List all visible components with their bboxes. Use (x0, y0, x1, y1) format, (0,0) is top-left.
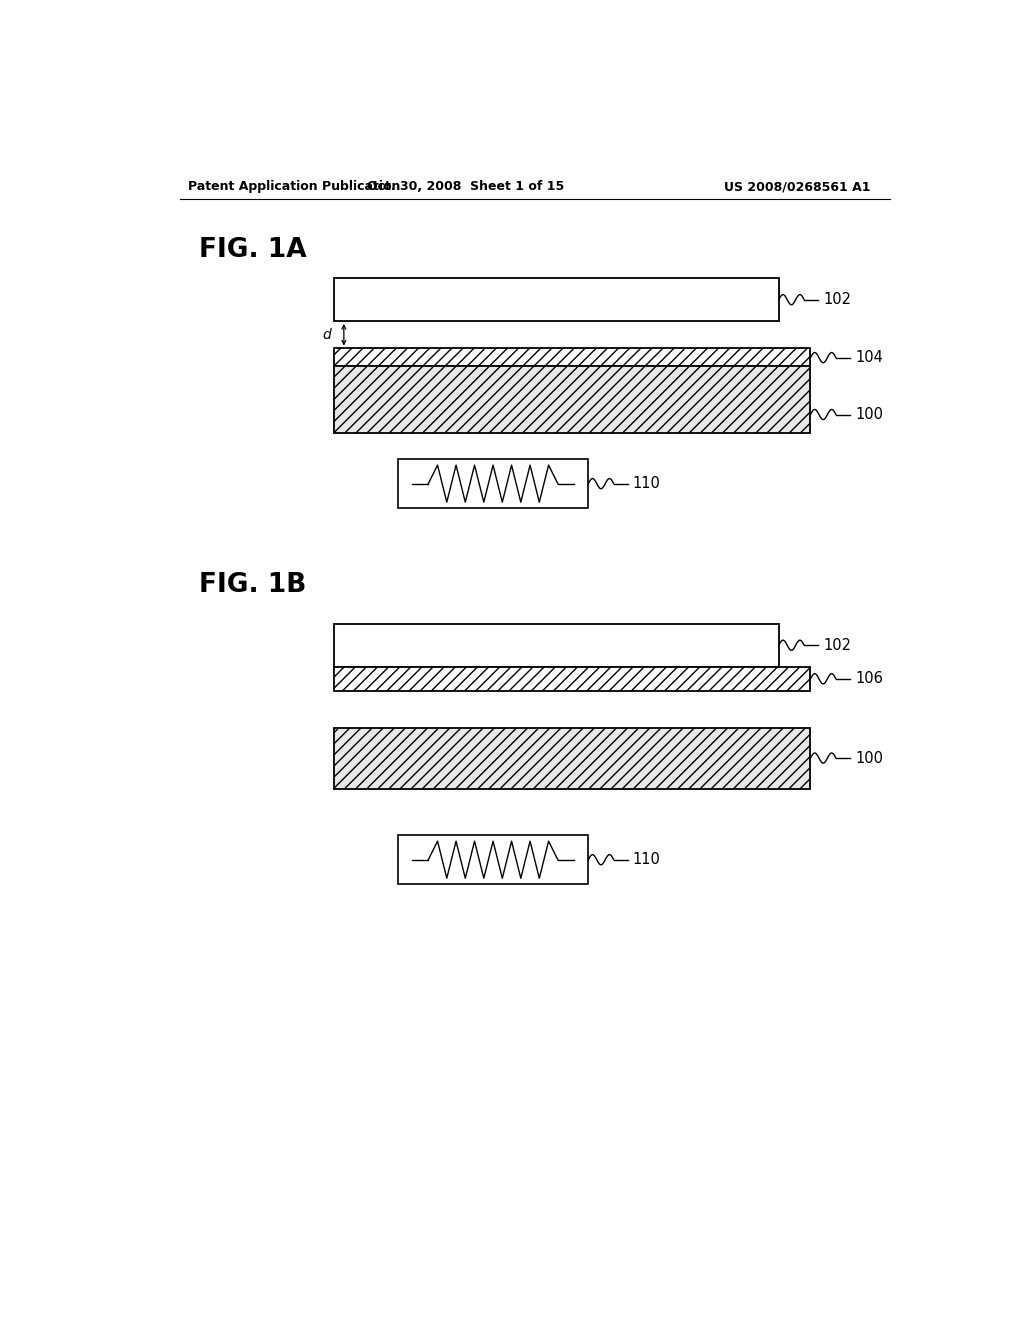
Text: 102: 102 (823, 292, 851, 308)
Bar (334, 667, 811, 690)
Bar (397, 836, 588, 884)
Bar (334, 366, 811, 433)
Text: 106: 106 (855, 672, 883, 686)
Text: Oct. 30, 2008  Sheet 1 of 15: Oct. 30, 2008 Sheet 1 of 15 (367, 181, 564, 193)
Bar (334, 348, 811, 366)
Text: FIG. 1A: FIG. 1A (200, 236, 307, 263)
Text: 100: 100 (855, 407, 883, 422)
Text: US 2008/0268561 A1: US 2008/0268561 A1 (724, 181, 870, 193)
Bar (397, 459, 588, 508)
Text: 102: 102 (823, 638, 851, 653)
Bar (334, 279, 779, 321)
Text: 100: 100 (855, 751, 883, 766)
Text: Patent Application Publication: Patent Application Publication (187, 181, 400, 193)
Text: FIG. 1B: FIG. 1B (200, 573, 307, 598)
Text: 110: 110 (633, 853, 660, 867)
Bar (334, 727, 811, 788)
Text: 110: 110 (633, 477, 660, 491)
Text: d: d (322, 329, 331, 342)
Text: 104: 104 (855, 350, 883, 366)
Bar (334, 624, 779, 667)
